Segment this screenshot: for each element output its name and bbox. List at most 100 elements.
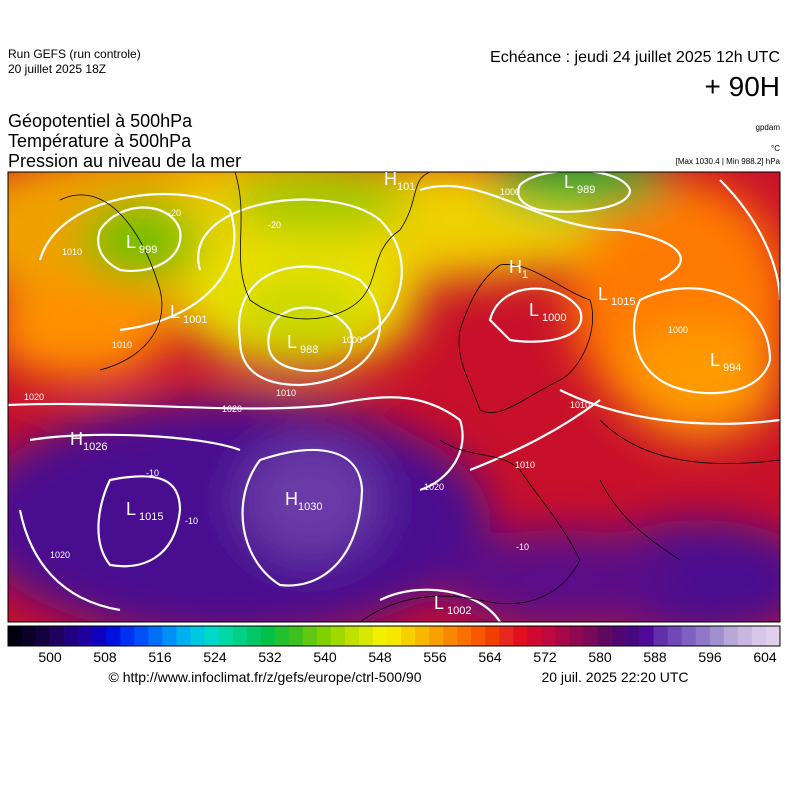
center-value: 1015 bbox=[139, 511, 163, 523]
contour-label: 1000 bbox=[668, 325, 688, 335]
colorbar-tick-label: 532 bbox=[258, 649, 282, 665]
unit: [Max 1030.4 | Min 988.2] hPa bbox=[676, 157, 781, 166]
center-value: 1026 bbox=[83, 441, 107, 453]
run-date: 20 juillet 2025 18Z bbox=[8, 62, 106, 76]
contour-label: 1020 bbox=[24, 392, 44, 402]
contour-label: 1000 bbox=[500, 187, 520, 197]
pressure-center: L 1001 bbox=[170, 302, 207, 326]
colorbar-swatch bbox=[541, 626, 556, 646]
colorbar-swatch bbox=[737, 626, 753, 646]
colorbar-swatch bbox=[709, 626, 725, 646]
colorbar-swatch bbox=[499, 626, 514, 646]
colorbar-tick-label: 596 bbox=[698, 649, 722, 665]
pressure-center: L 1000 bbox=[529, 300, 566, 324]
echeance: Echéance : jeudi 24 juillet 2025 12h UTC bbox=[490, 49, 780, 66]
colorbar-swatch bbox=[569, 626, 584, 646]
colorbar-swatch bbox=[527, 626, 542, 646]
colorbar-tick-label: 556 bbox=[423, 649, 447, 665]
contour-label: 1000 bbox=[342, 335, 362, 345]
contour-label: 1010 bbox=[515, 460, 535, 470]
colorbar-swatch bbox=[64, 626, 79, 646]
colorbar-tick-label: 564 bbox=[478, 649, 502, 665]
center-letter: L bbox=[710, 350, 720, 370]
contour-label: 1010 bbox=[276, 388, 296, 398]
colorbar-swatch bbox=[36, 626, 51, 646]
legend-title: Pression au niveau de la mer bbox=[8, 151, 241, 171]
unit: °C bbox=[771, 144, 780, 153]
map bbox=[8, 172, 780, 622]
pressure-center: H 1026 bbox=[70, 429, 107, 453]
contour-label: -20 bbox=[268, 220, 281, 230]
map-frame bbox=[7, 171, 781, 623]
center-letter: H bbox=[285, 489, 298, 509]
colorbar-swatch bbox=[50, 626, 65, 646]
colorbar-swatch bbox=[148, 626, 163, 646]
pressure-center: L 994 bbox=[710, 350, 741, 374]
colorbar-swatch bbox=[625, 626, 640, 646]
center-letter: L bbox=[434, 593, 444, 613]
center-value: 988 bbox=[300, 344, 318, 356]
legend-title: Géopotentiel à 500hPa bbox=[8, 111, 193, 131]
colorbar-swatch bbox=[134, 626, 149, 646]
colorbar-swatch bbox=[246, 626, 261, 646]
colorbar-swatch bbox=[344, 626, 360, 646]
colorbar-swatch bbox=[260, 626, 275, 646]
center-letter: L bbox=[126, 232, 136, 252]
colorbar-tick-label: 580 bbox=[588, 649, 612, 665]
colorbar: 500 508 516 524 532 540 548 556 564 572 580 588 596 6… bbox=[7, 625, 781, 665]
contour-label: 1010 bbox=[62, 247, 82, 257]
colorbar-swatch bbox=[555, 626, 570, 646]
colorbar-swatch bbox=[583, 626, 598, 646]
timestamp: 20 juil. 2025 22:20 UTC bbox=[541, 669, 688, 685]
colorbar-swatch bbox=[653, 626, 669, 646]
center-value: 1001 bbox=[183, 314, 207, 326]
contour-label: 1020 bbox=[222, 404, 242, 414]
contour-label: 1010 bbox=[570, 400, 590, 410]
colorbar-swatch bbox=[78, 626, 93, 646]
contour-label: 1010 bbox=[112, 340, 132, 350]
pressure-center: L 988 bbox=[287, 332, 318, 356]
colorbar-swatch bbox=[274, 626, 290, 646]
center-value: 1000 bbox=[542, 312, 566, 324]
center-value: 1002 bbox=[447, 605, 471, 617]
center-value: 1 bbox=[522, 269, 528, 281]
center-letter: L bbox=[564, 172, 574, 192]
center-letter: L bbox=[170, 302, 180, 322]
pressure-center: L 989 bbox=[564, 172, 595, 196]
center-letter: H bbox=[509, 257, 522, 277]
colorbar-swatch bbox=[429, 626, 444, 646]
colorbar-swatch bbox=[106, 626, 121, 646]
contour-label: -10 bbox=[516, 542, 529, 552]
colorbar-swatch bbox=[765, 626, 781, 646]
colorbar-swatch bbox=[22, 626, 37, 646]
center-letter: H bbox=[70, 429, 83, 449]
colorbar-swatch bbox=[8, 626, 23, 646]
colorbar-tick-label: 572 bbox=[533, 649, 557, 665]
colorbar-swatch bbox=[485, 626, 500, 646]
pressure-center: L 999 bbox=[126, 232, 157, 256]
colorbar-swatch bbox=[92, 626, 107, 646]
colorbar-swatch bbox=[415, 626, 430, 646]
colorbar-swatch bbox=[597, 626, 612, 646]
colorbar-swatch bbox=[681, 626, 697, 646]
center-letter: L bbox=[529, 300, 539, 320]
contour-label: 1020 bbox=[50, 550, 70, 560]
colorbar-swatch bbox=[162, 626, 177, 646]
pressure-center: H 101 bbox=[384, 169, 415, 193]
center-value: 994 bbox=[723, 362, 741, 374]
pressure-center: L 1002 bbox=[434, 593, 471, 617]
colorbar-swatch bbox=[667, 626, 683, 646]
colorbar-swatch bbox=[120, 626, 135, 646]
colorbar-swatch bbox=[176, 626, 191, 646]
pressure-center: H 1030 bbox=[285, 489, 322, 513]
colorbar-swatch bbox=[232, 626, 247, 646]
colorbar-swatch bbox=[513, 626, 528, 646]
colorbar-tick-label: 540 bbox=[313, 649, 337, 665]
colorbar-swatch bbox=[372, 626, 388, 646]
center-letter: L bbox=[126, 499, 136, 519]
unit: gpdam bbox=[756, 123, 781, 132]
colorbar-swatch bbox=[288, 626, 304, 646]
contour-label: -10 bbox=[185, 516, 198, 526]
colorbar-swatch bbox=[330, 626, 346, 646]
